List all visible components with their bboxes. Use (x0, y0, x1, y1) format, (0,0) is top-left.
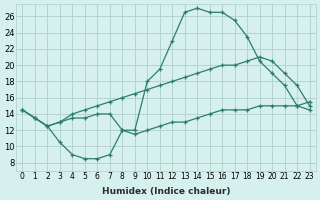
X-axis label: Humidex (Indice chaleur): Humidex (Indice chaleur) (102, 187, 230, 196)
